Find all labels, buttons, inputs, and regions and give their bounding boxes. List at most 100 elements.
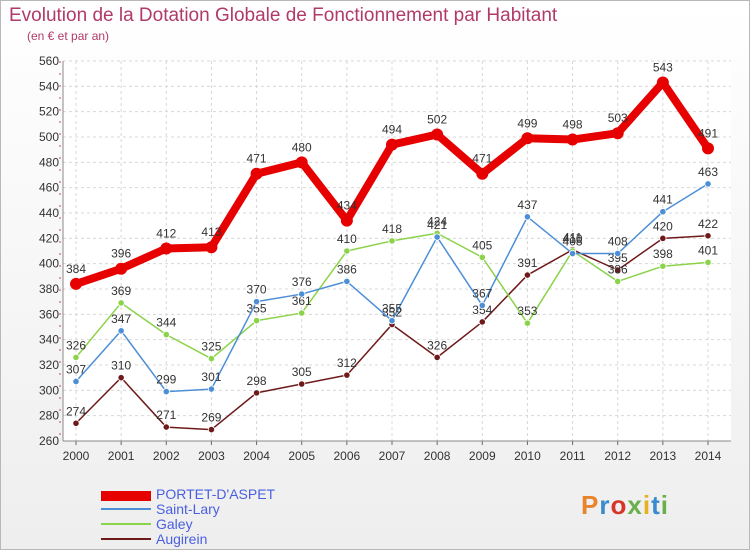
data-label-saint-lary: 408 — [563, 235, 583, 249]
x-tick-label: 2014 — [695, 449, 722, 463]
data-label-portet-d-aspet: 412 — [156, 226, 176, 240]
data-label-augirein: 274 — [66, 404, 86, 418]
x-tick-label: 2002 — [153, 449, 180, 463]
data-label-augirein: 326 — [427, 338, 447, 352]
data-label-portet-d-aspet: 499 — [517, 116, 537, 130]
data-point-saint-lary — [298, 290, 306, 298]
data-point-galey — [343, 247, 351, 255]
data-label-saint-lary: 299 — [156, 373, 176, 387]
x-tick-label: 2007 — [379, 449, 406, 463]
y-tick-label: 560 — [39, 54, 59, 68]
data-point-saint-lary — [614, 249, 622, 258]
data-point-galey — [659, 262, 667, 270]
data-label-augirein: 271 — [156, 408, 176, 422]
data-point-augirein — [659, 234, 667, 242]
data-label-saint-lary: 441 — [653, 193, 673, 207]
logo-letter: t — [651, 490, 661, 520]
data-point-portet-d-aspet — [250, 167, 263, 180]
data-label-portet-d-aspet: 471 — [472, 152, 492, 166]
data-label-augirein: 298 — [247, 374, 267, 388]
data-point-galey — [388, 237, 396, 245]
data-label-augirein: 312 — [337, 356, 357, 370]
legend-label-galey: Galey — [156, 516, 193, 532]
data-label-saint-lary: 370 — [247, 283, 267, 297]
data-point-augirein — [704, 232, 712, 240]
logo-letter: P — [581, 490, 600, 520]
data-label-augirein: 422 — [698, 217, 718, 231]
data-point-saint-lary — [568, 249, 577, 258]
data-label-saint-lary: 301 — [201, 370, 221, 384]
data-point-portet-d-aspet — [702, 142, 714, 155]
legend-label-portet: PORTET-D'ASPET — [156, 486, 276, 502]
x-tick-label: 2008 — [424, 449, 451, 463]
data-label-galey: 410 — [563, 232, 583, 246]
data-label-portet-d-aspet: 471 — [247, 152, 267, 166]
data-point-saint-lary — [704, 180, 712, 188]
data-label-portet-d-aspet: 384 — [66, 262, 86, 276]
logo-letter: i — [660, 490, 669, 520]
x-tick-label: 2013 — [650, 449, 677, 463]
data-label-galey: 424 — [427, 214, 447, 228]
data-point-galey — [478, 253, 486, 261]
x-tick-label: 2003 — [198, 449, 225, 463]
data-label-saint-lary: 463 — [698, 165, 718, 179]
data-label-augirein: 310 — [111, 359, 131, 373]
data-label-saint-lary: 367 — [472, 286, 492, 300]
y-tick-label: 280 — [39, 409, 59, 423]
data-point-portet-d-aspet — [476, 167, 489, 180]
data-point-augirein — [433, 353, 441, 361]
data-label-saint-lary: 386 — [337, 262, 357, 276]
data-point-saint-lary — [523, 213, 532, 221]
data-label-portet-d-aspet: 502 — [427, 112, 447, 126]
data-point-portet-d-aspet — [386, 138, 398, 151]
logo-letter: i — [642, 490, 652, 520]
data-point-portet-d-aspet — [115, 262, 128, 275]
legend-swatch-saint-lary — [101, 508, 151, 510]
y-tick-label: 300 — [39, 383, 59, 397]
data-label-portet-d-aspet: 491 — [698, 126, 718, 140]
legend-swatch-portet — [101, 491, 151, 501]
data-point-saint-lary — [343, 277, 351, 285]
data-label-galey: 398 — [653, 247, 673, 261]
data-point-saint-lary — [162, 387, 170, 396]
data-label-galey: 405 — [472, 238, 492, 252]
data-point-augirein — [207, 425, 216, 434]
data-point-portet-d-aspet — [160, 242, 173, 255]
x-tick-label: 2001 — [108, 449, 135, 463]
x-tick-label: 2011 — [560, 449, 586, 463]
y-tick-label: 440 — [39, 206, 59, 220]
legend-swatch-augirein — [101, 538, 151, 540]
y-tick-label: 500 — [39, 130, 59, 144]
data-point-portet-d-aspet — [656, 76, 669, 89]
data-point-saint-lary — [72, 377, 80, 386]
data-label-portet-d-aspet: 498 — [563, 118, 583, 132]
y-tick-label: 260 — [39, 434, 59, 448]
logo-letter: o — [610, 490, 628, 520]
data-label-galey: 410 — [337, 232, 357, 246]
data-label-augirein: 354 — [472, 303, 492, 317]
chart-title: Evolution de la Dotation Globale de Fonc… — [9, 5, 558, 26]
data-label-galey: 353 — [517, 304, 537, 318]
data-point-augirein — [614, 266, 622, 274]
data-point-portet-d-aspet — [340, 214, 353, 227]
chart-subtitle: (en € et par an) — [27, 29, 110, 43]
data-point-portet-d-aspet — [70, 277, 82, 290]
y-tick-label: 460 — [39, 181, 59, 195]
data-label-portet-d-aspet: 413 — [201, 225, 221, 239]
y-tick-label: 320 — [39, 358, 59, 372]
data-point-portet-d-aspet — [205, 241, 218, 254]
data-point-galey — [298, 309, 306, 317]
data-label-portet-d-aspet: 503 — [608, 111, 628, 125]
data-label-galey: 386 — [608, 262, 628, 276]
data-point-saint-lary — [207, 385, 216, 393]
y-tick-label: 540 — [39, 79, 59, 93]
data-label-saint-lary: 421 — [427, 218, 447, 232]
logo-letter: r — [599, 490, 611, 520]
data-label-augirein: 411 — [563, 231, 582, 245]
data-point-saint-lary — [478, 301, 486, 310]
y-tick-label: 380 — [39, 282, 59, 296]
data-label-portet-d-aspet: 494 — [382, 123, 402, 137]
data-label-saint-lary: 307 — [66, 362, 86, 376]
data-label-galey: 401 — [698, 243, 718, 257]
